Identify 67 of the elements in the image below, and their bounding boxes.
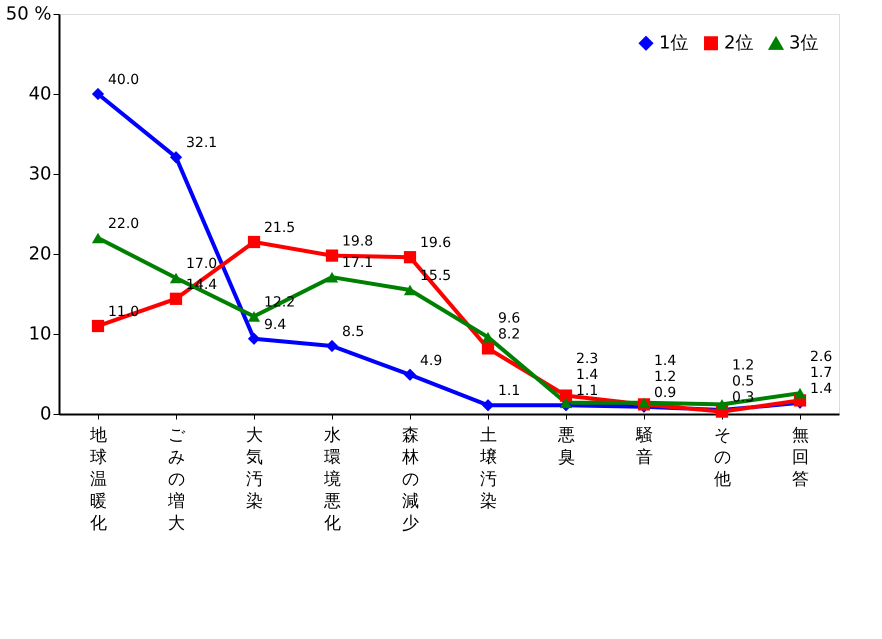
data-label: 1.4 (654, 352, 676, 369)
x-tick-label: 大気汚染 (246, 426, 263, 512)
data-label: 2.6 (810, 348, 832, 365)
point (404, 284, 416, 296)
point (170, 272, 182, 284)
data-label: 8.2 (498, 326, 520, 342)
x-tick-label: 無回答 (792, 426, 809, 490)
data-label: 1.7 (810, 364, 832, 381)
point (248, 332, 260, 345)
y-tick-label: 20 (28, 244, 52, 264)
data-label: 22.0 (108, 216, 140, 232)
data-label: 32.1 (186, 135, 218, 152)
x-tick-label: 地球温暖化 (89, 426, 107, 534)
point (248, 311, 260, 322)
y-tick-label: 50 % (6, 4, 52, 24)
y-tick-label: 30 (28, 164, 52, 184)
data-label: 4.9 (420, 352, 442, 369)
data-label: 21.5 (264, 220, 296, 236)
data-label: 40.0 (108, 72, 140, 88)
data-label: 1.4 (810, 380, 832, 397)
point (482, 332, 494, 343)
legend-label: 2位 (724, 32, 754, 54)
point (560, 397, 572, 408)
x-tick-label: 騒音 (635, 426, 653, 468)
x-tick-label: 森林の減少 (401, 426, 419, 534)
point (404, 368, 416, 381)
data-label: 1.1 (576, 383, 598, 400)
x-tick-label: ごみの増大 (167, 426, 186, 534)
y-tick-label: 10 (28, 324, 52, 344)
data-label: 9.4 (264, 316, 286, 333)
x-tick-label: 悪臭 (557, 426, 575, 468)
y-tick-label: 0 (40, 404, 52, 424)
x-tick-label: 土壌汚染 (479, 426, 497, 512)
point (170, 292, 182, 305)
point (716, 399, 728, 410)
data-label: 1.2 (732, 358, 754, 374)
legend-label: 1位 (659, 32, 688, 54)
data-label: 0.5 (732, 374, 754, 390)
data-label: 11.0 (108, 304, 140, 320)
point (638, 397, 650, 408)
point (170, 151, 182, 164)
point (92, 232, 104, 244)
point (326, 249, 338, 262)
data-label: 17.1 (342, 255, 374, 272)
data-label: 19.8 (342, 234, 374, 250)
data-label: 19.6 (420, 235, 452, 252)
point (248, 236, 260, 248)
point (326, 340, 338, 352)
data-label: 1.1 (498, 383, 520, 400)
point (326, 272, 338, 283)
point (92, 88, 104, 100)
x-tick-label: その他 (714, 426, 731, 490)
data-label: 1.2 (654, 368, 676, 385)
y-tick-label: 40 (28, 84, 52, 104)
point (92, 320, 104, 332)
data-label: 17.0 (186, 256, 218, 272)
point (794, 388, 806, 399)
data-label: 8.5 (342, 324, 364, 340)
data-label: 9.6 (498, 310, 520, 326)
point (404, 251, 416, 264)
legend-label: 3位 (789, 32, 818, 54)
x-tick-label: 水環境悪化 (323, 426, 341, 534)
point (560, 389, 572, 402)
data-label: 2.3 (576, 351, 598, 368)
data-label: 1.4 (576, 367, 598, 384)
data-label: 0.9 (654, 384, 676, 401)
point (482, 342, 494, 355)
